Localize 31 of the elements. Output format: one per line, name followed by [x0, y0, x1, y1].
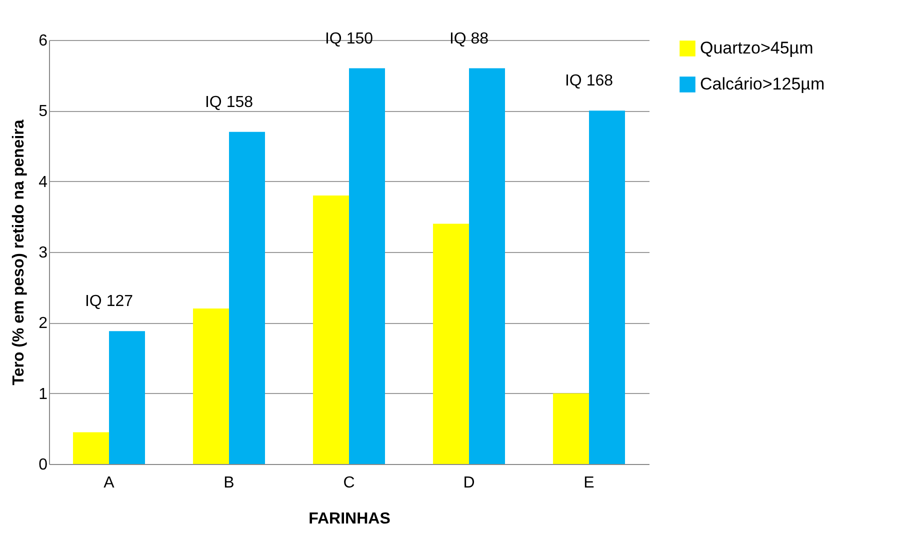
annotation: IQ 158 [204, 94, 254, 111]
legend-label: Calcário>125µm [700, 74, 825, 94]
bar [193, 308, 229, 464]
x-tick-label: B [224, 474, 234, 492]
bar [229, 132, 265, 464]
bar [433, 224, 469, 464]
bar [469, 68, 505, 464]
annotation: IQ 127 [84, 293, 134, 310]
y-tick-label: 6 [38, 32, 48, 50]
bar [553, 393, 589, 464]
y-tick-label: 3 [38, 244, 48, 262]
annotation: IQ 168 [564, 72, 614, 90]
bar [349, 68, 385, 464]
bar [109, 331, 145, 464]
y-tick-label: 5 [38, 103, 48, 120]
x-tick-label: E [584, 474, 594, 492]
x-tick-label: A [104, 474, 115, 492]
bar [73, 432, 109, 464]
y-tick-label: 1 [38, 386, 48, 403]
y-tick-label: 0 [38, 456, 48, 474]
y-tick-label: 4 [38, 174, 48, 191]
x-tick-label: C [343, 474, 355, 492]
y-tick-label: 2 [38, 315, 48, 332]
annotation: IQ 150 [324, 30, 374, 48]
y-axis-title: Tero (% em peso) retido na peneira [10, 120, 28, 386]
annotation: IQ 88 [449, 30, 489, 48]
bar [313, 195, 349, 464]
x-axis-title: FARINHAS [308, 510, 391, 528]
x-tick-label: D [463, 474, 475, 492]
bar [589, 110, 625, 464]
legend-label: Quartzo>45µm [700, 38, 814, 58]
